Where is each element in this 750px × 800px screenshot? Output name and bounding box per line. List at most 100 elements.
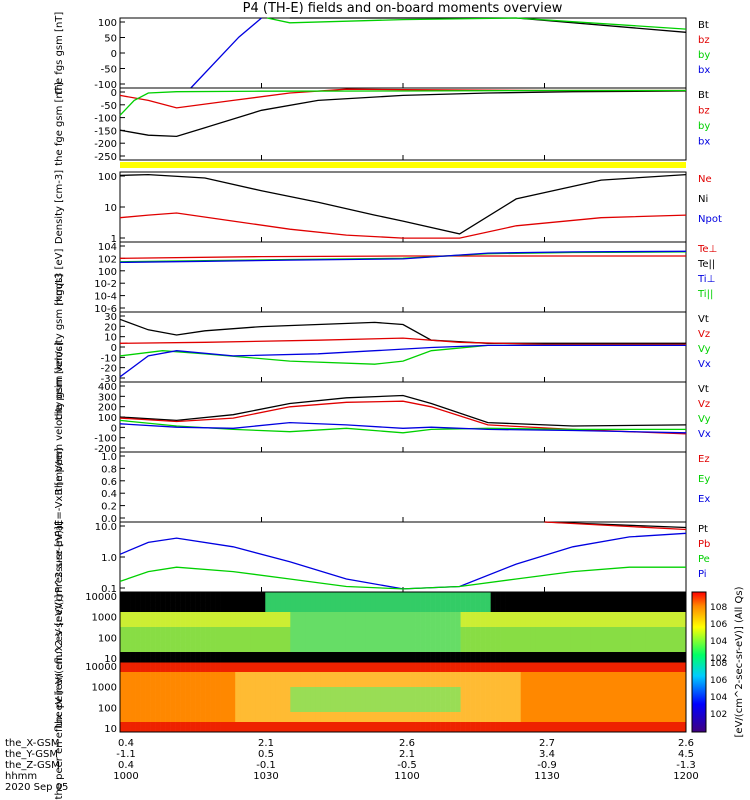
spectrogram-cell (645, 687, 652, 693)
spectrogram-cell (510, 707, 516, 713)
spectrogram-cell (520, 622, 527, 628)
spectrogram-cell (400, 677, 406, 683)
spectrogram-cell (260, 597, 266, 603)
spectrogram-cell (520, 652, 527, 658)
spectrogram-cell (595, 697, 602, 703)
spectrogram-cell (555, 667, 562, 673)
spectrogram-cell (355, 597, 361, 603)
spectrogram-cell (590, 632, 597, 638)
legend-label: by (698, 121, 710, 132)
spectrogram-cell (205, 707, 211, 713)
spectrogram-cell (305, 692, 311, 698)
spectrogram-cell (465, 692, 471, 698)
spectrogram-cell (180, 697, 186, 703)
spectrogram-cell (570, 622, 577, 628)
spectrogram-cell (675, 712, 682, 718)
spectrogram-cell (660, 612, 667, 618)
spectrogram-cell (190, 597, 196, 603)
spectrogram-cell (370, 722, 376, 728)
spectrogram-cell (260, 602, 266, 608)
spectrogram-cell (280, 717, 286, 723)
spectrogram-cell (540, 627, 547, 633)
spectrogram-cell (215, 682, 221, 688)
spectrogram-cell (180, 657, 186, 663)
spectrogram-cell (250, 712, 256, 718)
spectrogram-cell (420, 607, 426, 613)
spectrogram-cell (410, 707, 416, 713)
spectrogram-cell (525, 672, 532, 678)
spectrogram-cell (315, 647, 321, 653)
spectrogram-cell (175, 712, 181, 718)
spectrogram-cell (125, 712, 131, 718)
spectrogram-cell (430, 712, 436, 718)
spectrogram-cell (315, 622, 321, 628)
spectrogram-cell (265, 637, 271, 643)
spectrogram-cell (270, 622, 276, 628)
spectrogram-cell (160, 657, 166, 663)
spectrogram-cell (405, 622, 411, 628)
spectrogram-cell (640, 662, 647, 668)
spectrogram-cell (475, 607, 481, 613)
spectrogram-cell (385, 637, 391, 643)
spectrogram-cell (655, 612, 662, 618)
spectrogram-cell (410, 652, 416, 658)
spectrogram-cell (365, 657, 371, 663)
spectrogram-cell (275, 647, 281, 653)
spectrogram-cell (215, 722, 221, 728)
spectrogram-cell (295, 627, 301, 633)
spectrogram-cell (315, 682, 321, 688)
spectrogram-cell (315, 687, 321, 693)
spectrogram-cell (370, 592, 376, 598)
spectrogram-cell (385, 632, 391, 638)
spectrogram-cell (200, 707, 206, 713)
spectrogram-cell (590, 682, 597, 688)
spectrogram-cell (495, 702, 501, 708)
spectrogram-cell (240, 607, 246, 613)
spectrogram-cell (660, 682, 667, 688)
spectrogram-cell (570, 647, 577, 653)
spectrogram-cell (150, 632, 156, 638)
spectrogram-cell (240, 727, 246, 733)
spectrogram-cell (535, 637, 542, 643)
spectrogram-cell (540, 622, 547, 628)
spectrogram-cell (255, 617, 261, 623)
spectrogram-cell (120, 682, 126, 688)
spectrogram-cell (195, 597, 201, 603)
spectrogram-cell (405, 652, 411, 658)
spectrogram-cell (405, 727, 411, 733)
spectrogram-cell (235, 697, 241, 703)
spectrogram-cell (650, 592, 657, 598)
spectrogram-cell (590, 692, 597, 698)
spectrogram-cell (490, 627, 496, 633)
spectrogram-cell (340, 717, 346, 723)
spectrogram-cell (630, 667, 637, 673)
spectrogram-cell (650, 687, 657, 693)
spectrogram-cell (460, 622, 466, 628)
spectrogram-cell (615, 612, 622, 618)
spectrogram-cell (225, 607, 231, 613)
spectrogram-cell (440, 717, 446, 723)
spectrogram-cell (590, 667, 597, 673)
spectrogram-cell (415, 642, 421, 648)
spectrogram-cell (635, 652, 642, 658)
spectrogram-cell (365, 702, 371, 708)
spectrogram-cell (505, 607, 511, 613)
spectrogram-cell (435, 612, 441, 618)
spectrogram-cell (385, 697, 391, 703)
spectrogram-cell (370, 607, 376, 613)
spectrogram-cell (350, 682, 356, 688)
spectrogram-cell (355, 672, 361, 678)
spectrogram-cell (535, 647, 542, 653)
spectrogram-cell (540, 727, 547, 733)
spectrogram-cell (380, 657, 386, 663)
spectrogram-cell (290, 597, 296, 603)
spectrogram-cell (165, 677, 171, 683)
spectrogram-cell (550, 662, 557, 668)
spectrogram-cell (145, 717, 151, 723)
spectrogram-cell (135, 722, 141, 728)
spectrogram-cell (665, 632, 672, 638)
spectrogram-cell (665, 592, 672, 598)
spectrogram-cell (320, 602, 326, 608)
spectrogram-cell (585, 697, 592, 703)
spectrogram-cell (125, 597, 131, 603)
